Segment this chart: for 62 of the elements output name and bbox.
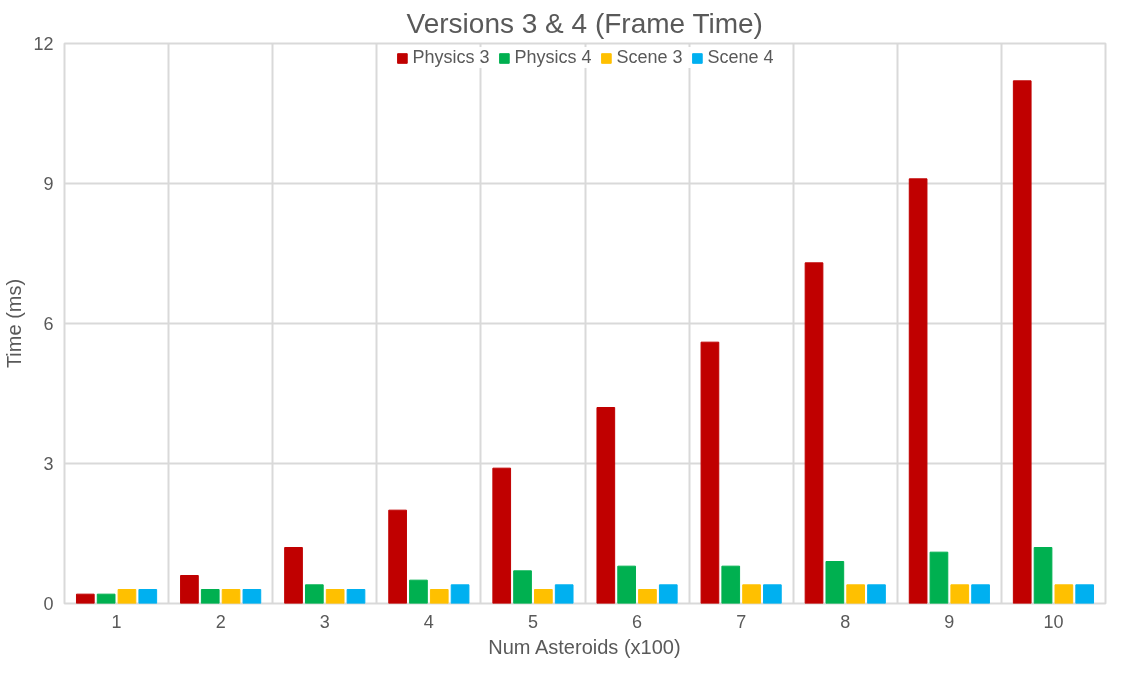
x-tick-label: 10 <box>1043 611 1064 632</box>
x-tick-label: 8 <box>840 611 851 632</box>
chart-title: Versions 3 & 4 (Frame Time) <box>406 7 763 39</box>
bar <box>346 589 366 604</box>
bar <box>388 509 407 604</box>
bar <box>513 570 532 604</box>
bar <box>180 575 199 604</box>
bar <box>429 589 449 604</box>
legend-label: Scene 4 <box>707 47 774 68</box>
bar <box>75 593 95 604</box>
bar <box>1012 80 1032 604</box>
legend-label: Physics 3 <box>412 47 490 68</box>
bar <box>304 584 324 604</box>
bar <box>929 551 949 604</box>
bar <box>242 589 262 604</box>
bar <box>721 565 741 604</box>
bar <box>950 584 970 604</box>
x-tick-label: 5 <box>527 611 538 632</box>
bar <box>638 589 657 604</box>
bar <box>117 589 137 604</box>
x-tick-label: 1 <box>111 611 122 632</box>
bar <box>700 341 720 604</box>
bar <box>221 589 241 604</box>
bar <box>1033 547 1053 604</box>
bar <box>1054 584 1074 604</box>
bar <box>596 407 616 604</box>
y-tick-label: 9 <box>43 174 54 194</box>
bar <box>96 593 116 604</box>
bar <box>658 584 678 604</box>
bar <box>200 589 220 604</box>
bar <box>742 584 761 604</box>
x-tick-label: 7 <box>736 611 747 632</box>
x-tick-label: 9 <box>944 611 955 632</box>
bar <box>138 589 158 604</box>
y-axis-title: Time (ms) <box>3 278 26 369</box>
legend-label: Scene 3 <box>616 47 683 68</box>
bar <box>908 178 928 604</box>
bar <box>867 584 886 604</box>
bar <box>534 589 553 604</box>
x-tick-label: 2 <box>215 611 226 632</box>
bar <box>804 262 824 604</box>
legend-label: Physics 4 <box>514 47 592 68</box>
y-tick-label: 6 <box>43 314 54 334</box>
bar <box>763 584 782 604</box>
x-tick-label: 6 <box>632 611 643 632</box>
bar <box>492 467 512 604</box>
bar <box>554 584 574 604</box>
bar <box>846 584 866 604</box>
bar <box>1075 584 1095 604</box>
bar <box>284 547 303 604</box>
y-tick-label: 0 <box>43 594 54 614</box>
y-tick-label: 3 <box>43 454 54 474</box>
x-axis-title: Num Asteroids (x100) <box>488 635 681 658</box>
bar <box>617 565 636 604</box>
bar <box>971 584 990 604</box>
y-tick-label: 12 <box>33 34 54 54</box>
x-tick-label: 3 <box>319 611 330 632</box>
bar <box>825 561 845 604</box>
bar <box>450 584 470 604</box>
bar <box>409 579 428 604</box>
x-tick-label: 4 <box>423 611 434 632</box>
bar <box>325 589 345 604</box>
